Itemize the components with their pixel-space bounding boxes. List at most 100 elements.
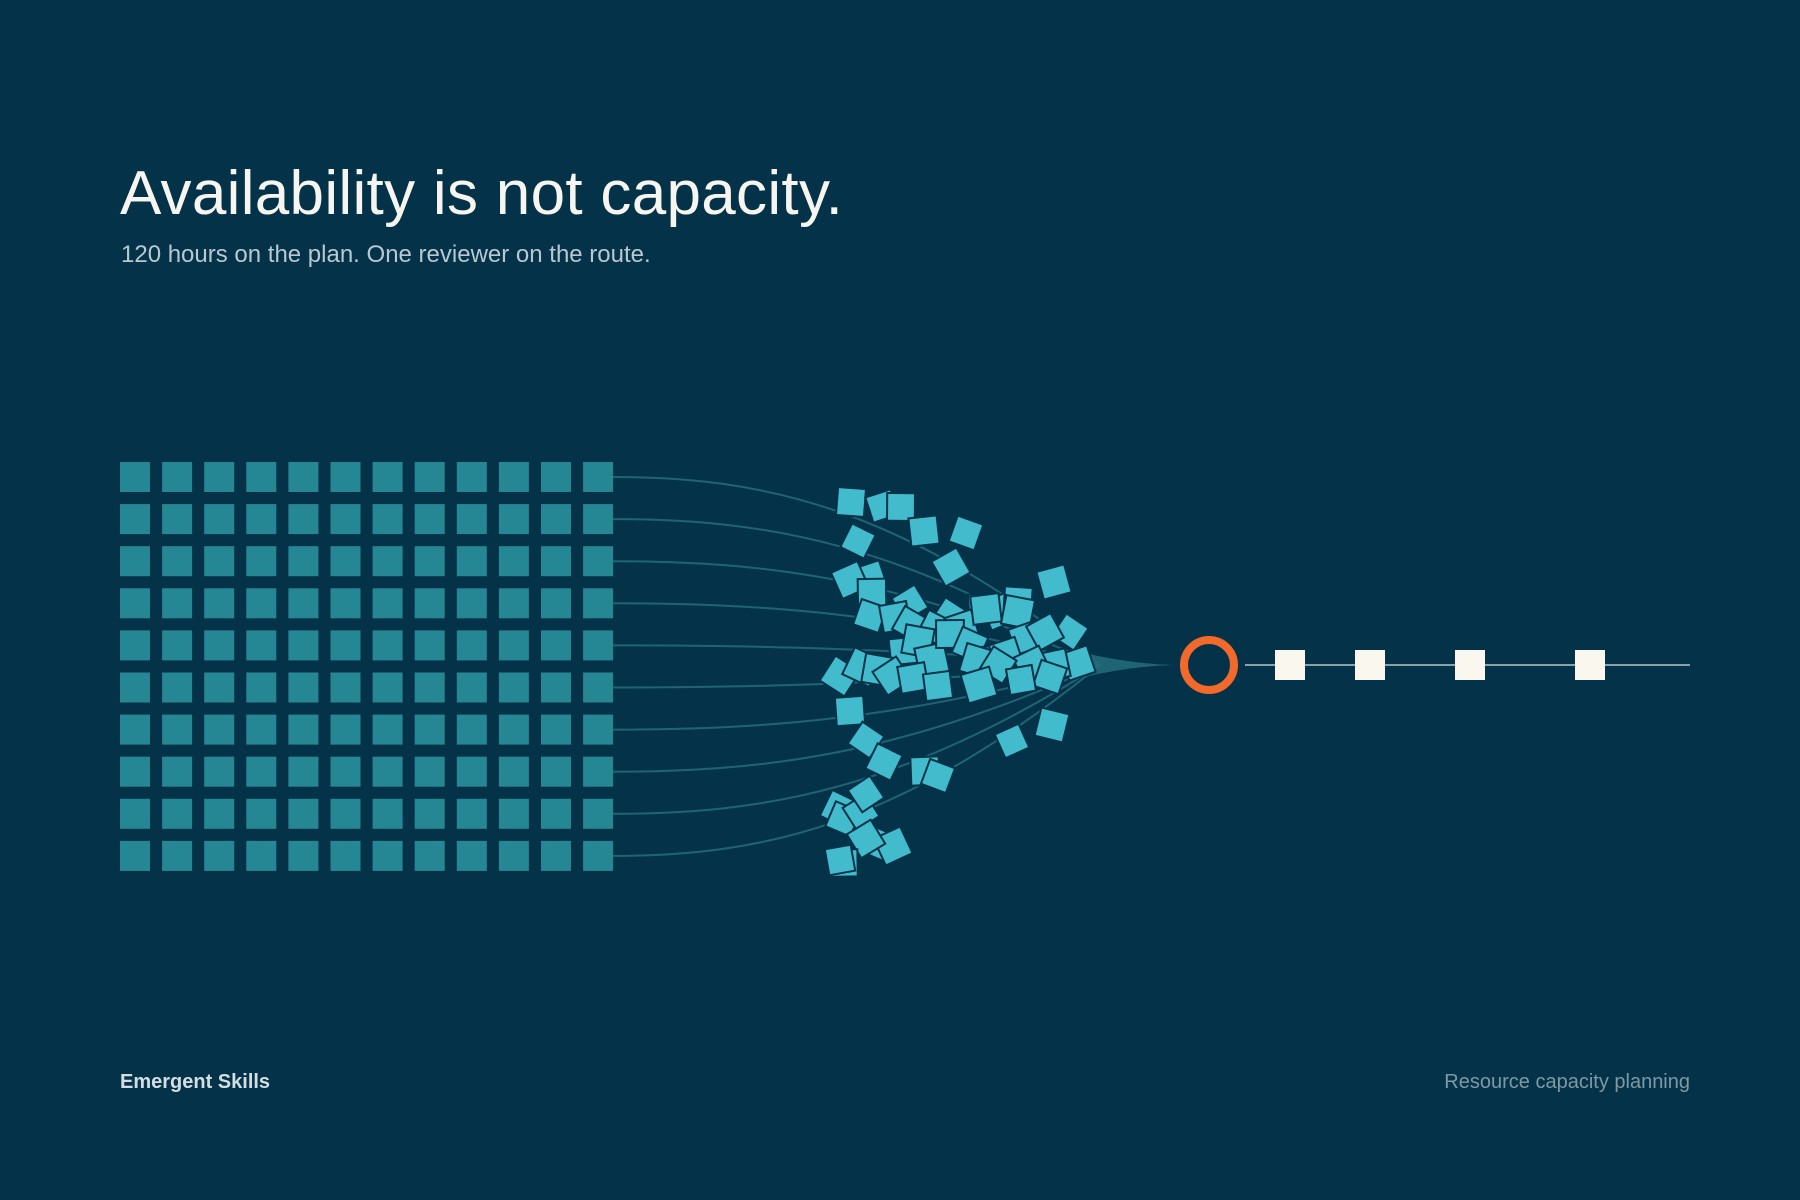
hour-square bbox=[288, 756, 319, 787]
hour-square bbox=[204, 798, 235, 829]
hour-square bbox=[541, 798, 571, 829]
hour-square bbox=[498, 756, 529, 787]
hour-square bbox=[162, 672, 193, 703]
hour-square bbox=[162, 630, 193, 661]
brand-label: Emergent Skills bbox=[120, 1071, 271, 1093]
hour-square bbox=[162, 714, 193, 745]
queued-item bbox=[993, 722, 1031, 760]
hour-square bbox=[456, 714, 487, 745]
hour-square bbox=[583, 672, 614, 703]
hour-square bbox=[498, 798, 529, 829]
hour-square bbox=[583, 630, 614, 661]
queued-item bbox=[846, 774, 886, 814]
hour-square bbox=[288, 672, 319, 703]
hour-square bbox=[246, 462, 277, 492]
hour-square bbox=[414, 798, 445, 829]
hour-square bbox=[583, 798, 614, 829]
hour-square bbox=[372, 840, 403, 871]
hour-square bbox=[330, 840, 361, 871]
queued-item bbox=[833, 694, 867, 728]
hour-square bbox=[414, 840, 445, 871]
flow-line bbox=[613, 664, 1101, 815]
queued-item bbox=[947, 514, 985, 552]
hour-square bbox=[162, 588, 193, 619]
hour-square bbox=[162, 504, 193, 535]
hour-square bbox=[120, 588, 150, 619]
queued-item bbox=[1050, 612, 1090, 652]
hour-square bbox=[414, 756, 445, 787]
hour-square bbox=[372, 798, 403, 829]
queued-item bbox=[921, 669, 955, 703]
hour-square bbox=[120, 714, 150, 745]
queued-item bbox=[839, 522, 877, 560]
hour-square bbox=[162, 840, 193, 871]
queued-item bbox=[864, 742, 904, 782]
hour-square bbox=[498, 672, 529, 703]
queued-item bbox=[999, 593, 1037, 631]
hour-square bbox=[456, 672, 487, 703]
hour-square bbox=[246, 756, 277, 787]
hour-square bbox=[288, 840, 319, 871]
hour-square bbox=[246, 588, 277, 619]
hour-square bbox=[456, 798, 487, 829]
hour-square bbox=[583, 504, 614, 535]
hour-square bbox=[541, 546, 571, 577]
hour-square bbox=[372, 714, 403, 745]
hour-square bbox=[246, 504, 277, 535]
flow-line bbox=[613, 664, 1101, 773]
hour-square bbox=[372, 756, 403, 787]
completed-item bbox=[1455, 650, 1485, 680]
queued-item bbox=[969, 592, 1003, 626]
queued-item bbox=[1004, 663, 1038, 697]
hour-square bbox=[372, 588, 403, 619]
hour-square bbox=[288, 798, 319, 829]
hour-square bbox=[246, 672, 277, 703]
queued-item bbox=[919, 757, 957, 795]
hour-square bbox=[162, 546, 193, 577]
hour-square bbox=[120, 756, 150, 787]
page-title: Availability is not capacity. bbox=[120, 159, 844, 228]
funnel-wedge bbox=[1080, 652, 1175, 678]
hour-square bbox=[456, 756, 487, 787]
hour-square bbox=[246, 840, 277, 871]
completed-item bbox=[1275, 650, 1305, 680]
planned-hours-grid bbox=[120, 462, 614, 871]
hour-square bbox=[204, 504, 235, 535]
hour-square bbox=[498, 546, 529, 577]
hour-square bbox=[120, 798, 150, 829]
hour-square bbox=[330, 504, 361, 535]
hour-square bbox=[120, 462, 150, 492]
hour-square bbox=[288, 546, 319, 577]
hour-square bbox=[498, 504, 529, 535]
hour-square bbox=[541, 588, 571, 619]
hour-square bbox=[372, 504, 403, 535]
queued-work-cluster bbox=[818, 485, 1097, 878]
hour-square bbox=[204, 462, 235, 492]
hour-square bbox=[162, 462, 193, 492]
hour-square bbox=[541, 630, 571, 661]
hour-square bbox=[204, 714, 235, 745]
hour-square bbox=[456, 840, 487, 871]
hour-square bbox=[414, 504, 445, 535]
hour-square bbox=[456, 630, 487, 661]
hour-square bbox=[246, 798, 277, 829]
hour-square bbox=[498, 588, 529, 619]
hour-square bbox=[162, 756, 193, 787]
hour-square bbox=[120, 504, 150, 535]
queued-item bbox=[959, 665, 999, 705]
hour-square bbox=[583, 714, 614, 745]
hour-square bbox=[541, 504, 571, 535]
output-route bbox=[1180, 636, 1690, 694]
queued-item bbox=[1035, 563, 1073, 601]
queued-item bbox=[834, 485, 868, 519]
hour-square bbox=[120, 546, 150, 577]
queued-item bbox=[907, 514, 941, 548]
hour-square bbox=[330, 588, 361, 619]
hour-square bbox=[583, 546, 614, 577]
hour-square bbox=[541, 756, 571, 787]
footer-caption: Resource capacity planning bbox=[1444, 1071, 1690, 1093]
hour-square bbox=[498, 630, 529, 661]
hour-square bbox=[288, 630, 319, 661]
